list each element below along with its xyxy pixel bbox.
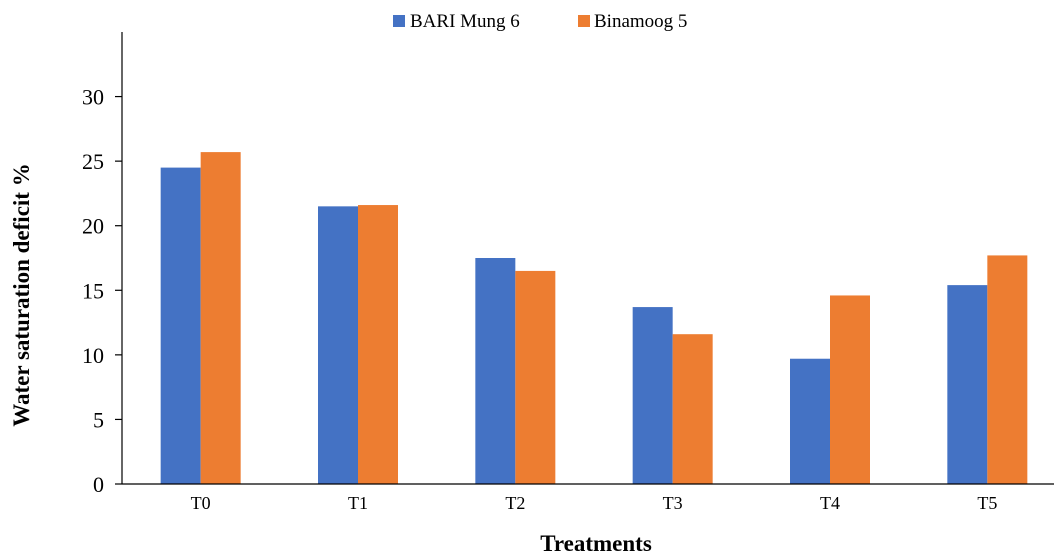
- legend-label-binamoog-5: Binamoog 5: [594, 11, 687, 32]
- legend: BARI Mung 6 Binamoog 5: [393, 11, 687, 32]
- bar-bari-mung-6-t4: [790, 358, 830, 484]
- bar-binamoog-5-t3: [672, 334, 713, 484]
- y-tick-label-15: 15: [82, 278, 104, 303]
- y-tick-label-30: 30: [82, 85, 104, 110]
- x-tick-label-t5: T5: [977, 493, 997, 513]
- bar-bari-mung-6-t5: [947, 285, 988, 484]
- legend-label-bari-mung-6: BARI Mung 6: [410, 11, 520, 32]
- y-axis-ticks: 0 5 10 15 20 25 30: [82, 85, 122, 497]
- y-tick-label-20: 20: [82, 214, 104, 239]
- bar-binamoog-5-t0: [200, 152, 241, 485]
- x-tick-label-t4: T4: [820, 493, 840, 513]
- x-axis-title: Treatments: [540, 531, 652, 556]
- x-tick-label-t0: T0: [191, 493, 211, 513]
- y-axis-title: Water saturation deficit %: [9, 163, 34, 426]
- bar-bari-mung-6-t1: [318, 206, 358, 485]
- bars: [160, 152, 1028, 485]
- bar-binamoog-5-t2: [515, 270, 556, 484]
- bar-bari-mung-6-t2: [475, 258, 516, 484]
- bar-binamoog-5-t5: [987, 255, 1028, 484]
- y-tick-label-10: 10: [82, 343, 104, 368]
- y-tick-label-25: 25: [82, 149, 104, 174]
- x-tick-label-t3: T3: [663, 493, 683, 513]
- legend-swatch-binamoog-5: [578, 15, 590, 27]
- x-tick-label-t2: T2: [505, 493, 525, 513]
- bar-bari-mung-6-t3: [632, 307, 673, 484]
- bar-binamoog-5-t1: [358, 205, 398, 484]
- x-tick-label-t1: T1: [348, 493, 368, 513]
- legend-swatch-bari-mung-6: [393, 15, 405, 27]
- bar-bari-mung-6-t0: [160, 167, 201, 484]
- y-tick-label-5: 5: [93, 407, 104, 432]
- bar-binamoog-5-t4: [830, 295, 870, 484]
- y-tick-label-0: 0: [93, 472, 104, 497]
- x-axis-labels: T0 T1 T2 T3 T4 T5: [191, 493, 998, 513]
